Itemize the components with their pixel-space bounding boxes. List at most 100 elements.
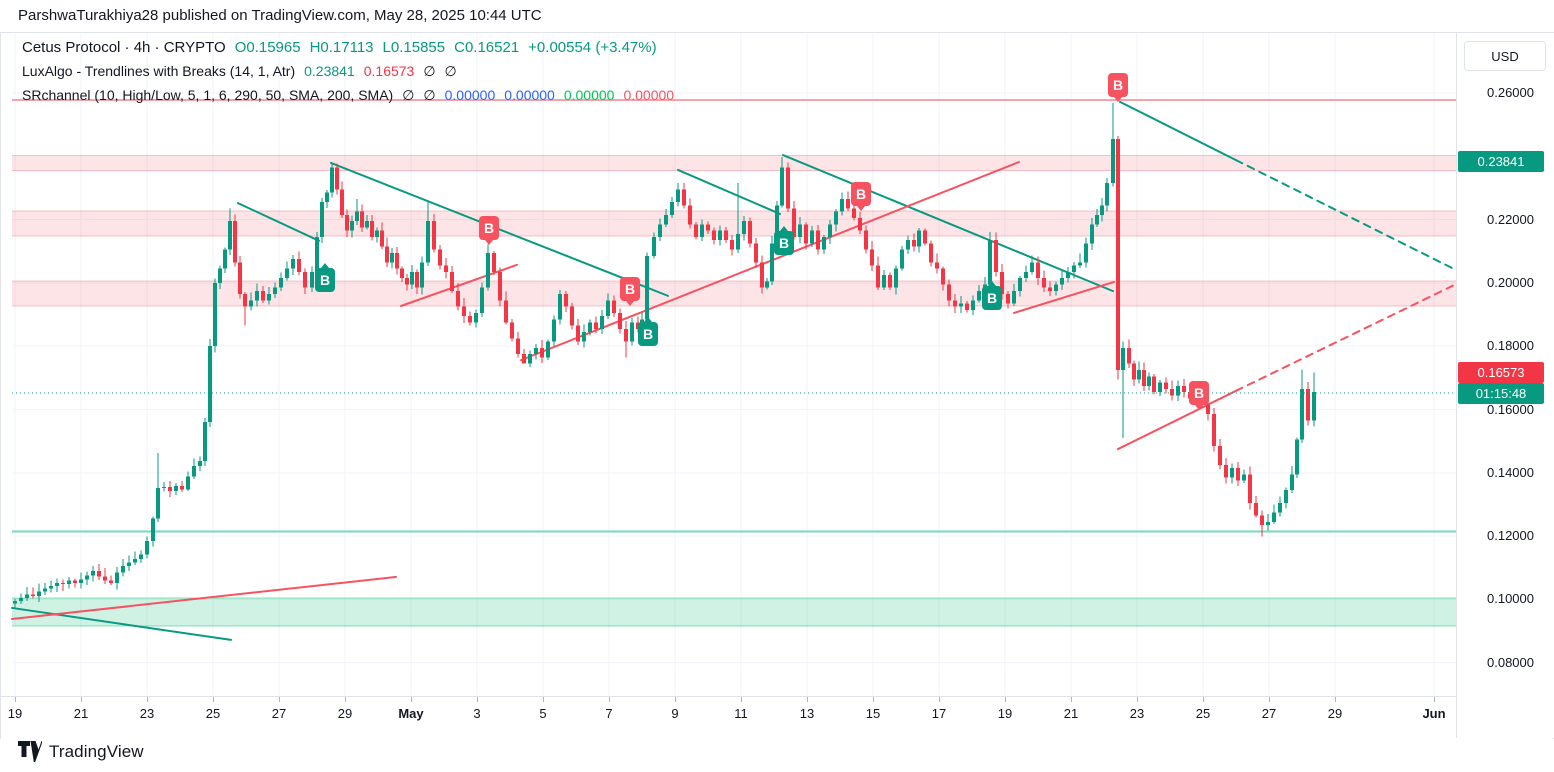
break-label-down: B bbox=[1189, 381, 1209, 410]
time-tick-mark bbox=[477, 697, 478, 702]
srchannel-legend[interactable]: SRchannel (10, High/Low, 5, 1, 6, 290, 5… bbox=[22, 87, 674, 104]
svg-text:B: B bbox=[320, 272, 330, 288]
svg-text:B: B bbox=[625, 281, 635, 297]
legend-text: ∅ bbox=[444, 63, 457, 79]
legend-text: L0.15855 bbox=[382, 39, 446, 56]
time-tick-label: 23 bbox=[1129, 706, 1145, 721]
time-tick-mark bbox=[345, 697, 346, 702]
tradingview-attribution[interactable]: TradingView bbox=[18, 741, 144, 762]
legend-text: 0.00000 bbox=[504, 87, 555, 103]
price-tick-label: 0.16000 bbox=[1487, 401, 1534, 417]
time-tick-mark bbox=[675, 697, 676, 702]
legend-text: O0.15965 bbox=[234, 39, 301, 56]
price-tick-label: 0.22000 bbox=[1487, 211, 1534, 227]
time-tick-mark bbox=[1005, 697, 1006, 702]
time-tick-label: 25 bbox=[205, 706, 221, 721]
grid bbox=[12, 33, 1456, 696]
tradingview-wordmark: TradingView bbox=[49, 741, 144, 761]
time-tick-mark bbox=[15, 697, 16, 702]
byline: ParshwaTurakhiya28 published on TradingV… bbox=[18, 7, 542, 24]
time-tick-mark bbox=[1335, 697, 1336, 702]
break-label-down: B bbox=[479, 216, 499, 245]
tradingview-logo-icon bbox=[18, 741, 42, 762]
time-tick-mark bbox=[81, 697, 82, 702]
time-tick-mark bbox=[609, 697, 610, 702]
price-tick-label: 0.20000 bbox=[1487, 274, 1534, 290]
time-tick-mark bbox=[1071, 697, 1072, 702]
time-tick-label: 17 bbox=[931, 706, 947, 721]
time-tick-mark bbox=[1269, 697, 1270, 702]
price-tick-label: 0.12000 bbox=[1487, 528, 1534, 544]
price-tick-label: 0.26000 bbox=[1487, 85, 1534, 100]
time-tick-label: 5 bbox=[539, 706, 547, 721]
break-label-up: B bbox=[774, 226, 794, 255]
svg-text:B: B bbox=[1194, 385, 1204, 401]
price-tick-label: 0.18000 bbox=[1487, 338, 1534, 354]
price-tick-label: 0.10000 bbox=[1487, 591, 1534, 607]
time-tick-mark bbox=[213, 697, 214, 702]
break-label-up: B bbox=[638, 317, 658, 346]
svg-text:B: B bbox=[779, 235, 789, 251]
currency-toggle-button[interactable]: USD bbox=[1464, 41, 1546, 71]
legend-text: ∅ bbox=[402, 87, 415, 103]
legend-text: ∅ bbox=[423, 87, 436, 103]
break-label-down: B bbox=[1108, 73, 1128, 102]
time-tick-mark bbox=[279, 697, 280, 702]
symbol-legend[interactable]: Cetus Protocol · 4h · CRYPTO O0.15965 H0.1… bbox=[22, 39, 674, 56]
time-tick-label: 27 bbox=[1261, 706, 1277, 721]
time-tick-label: 3 bbox=[473, 706, 481, 721]
trendlines bbox=[11, 100, 1455, 641]
legend-text: Cetus Protocol · 4h · CRYPTO bbox=[22, 39, 226, 56]
price-axis[interactable]: USD 0.26000 0.22000 0.20000 0.18000 0.16000 0… bbox=[1456, 33, 1554, 738]
legend-text: 0.23841 bbox=[304, 63, 355, 79]
time-tick-label: 13 bbox=[799, 706, 815, 721]
time-tick-mark bbox=[1137, 697, 1138, 702]
svg-text:B: B bbox=[987, 290, 997, 306]
time-tick-label: 21 bbox=[1063, 706, 1079, 721]
legend-text: 0.16573 bbox=[363, 63, 415, 79]
chart-widget: B B B B B B B B B Cetus Protocol · 4h · CRYPTO O0… bbox=[0, 32, 1554, 739]
svg-text:B: B bbox=[643, 326, 653, 342]
time-tick-mark bbox=[741, 697, 742, 702]
svg-text:B: B bbox=[484, 220, 494, 236]
time-tick-mark bbox=[873, 697, 874, 702]
price-level-badge: 0.16573 bbox=[1458, 361, 1544, 383]
legend-text: LuxAlgo - Trendlines with Breaks (14, 1,… bbox=[22, 63, 296, 79]
time-tick-label: 23 bbox=[139, 706, 155, 721]
time-tick-label: 19 bbox=[7, 706, 23, 721]
time-tick-label: 19 bbox=[997, 706, 1013, 721]
time-axis[interactable]: 19 21 23 25 27 29 May 3 5 7 9 11 13 15 17 19 21 23 25 27 29 J… bbox=[1, 696, 1553, 739]
break-labels: B B B B B B B B B bbox=[315, 73, 1209, 410]
break-label-up: B bbox=[315, 263, 335, 292]
price-tick-label: 0.14000 bbox=[1487, 464, 1534, 480]
sr-zones bbox=[12, 98, 1456, 627]
legend: Cetus Protocol · 4h · CRYPTO O0.15965 H0.1… bbox=[22, 39, 674, 111]
time-tick-label: 27 bbox=[271, 706, 287, 721]
legend-text: 0.00000 bbox=[444, 87, 496, 103]
legend-text: ∅ bbox=[423, 63, 436, 79]
time-tick-mark bbox=[807, 697, 808, 702]
legend-text: C0.16521 bbox=[454, 39, 520, 56]
svg-text:B: B bbox=[1113, 77, 1123, 93]
break-label-down: B bbox=[851, 182, 871, 211]
legend-text: H0.17113 bbox=[309, 39, 374, 56]
time-tick-label: 21 bbox=[73, 706, 89, 721]
time-tick-mark bbox=[543, 697, 544, 702]
price-tick-label: 0.08000 bbox=[1487, 654, 1534, 670]
time-tick-label: May bbox=[398, 706, 424, 721]
time-tick-mark bbox=[1203, 697, 1204, 702]
time-tick-label: Jun bbox=[1422, 706, 1446, 721]
time-tick-label: 7 bbox=[605, 706, 613, 721]
price-level-badge: 0.23841 bbox=[1458, 150, 1544, 172]
legend-text: SRchannel (10, High/Low, 5, 1, 6, 290, 5… bbox=[22, 87, 394, 103]
time-tick-label: 25 bbox=[1195, 706, 1211, 721]
time-tick-label: 29 bbox=[1327, 706, 1343, 721]
time-tick-label: 29 bbox=[337, 706, 353, 721]
time-tick-mark bbox=[411, 697, 412, 702]
time-tick-label: 15 bbox=[865, 706, 881, 721]
luxalgo-legend[interactable]: LuxAlgo - Trendlines with Breaks (14, 1,… bbox=[22, 63, 674, 80]
svg-text:B: B bbox=[856, 186, 866, 202]
time-tick-mark bbox=[147, 697, 148, 702]
candlestick-chart[interactable]: B B B B B B B B B bbox=[1, 33, 1456, 696]
break-label-up: B bbox=[982, 281, 1002, 310]
